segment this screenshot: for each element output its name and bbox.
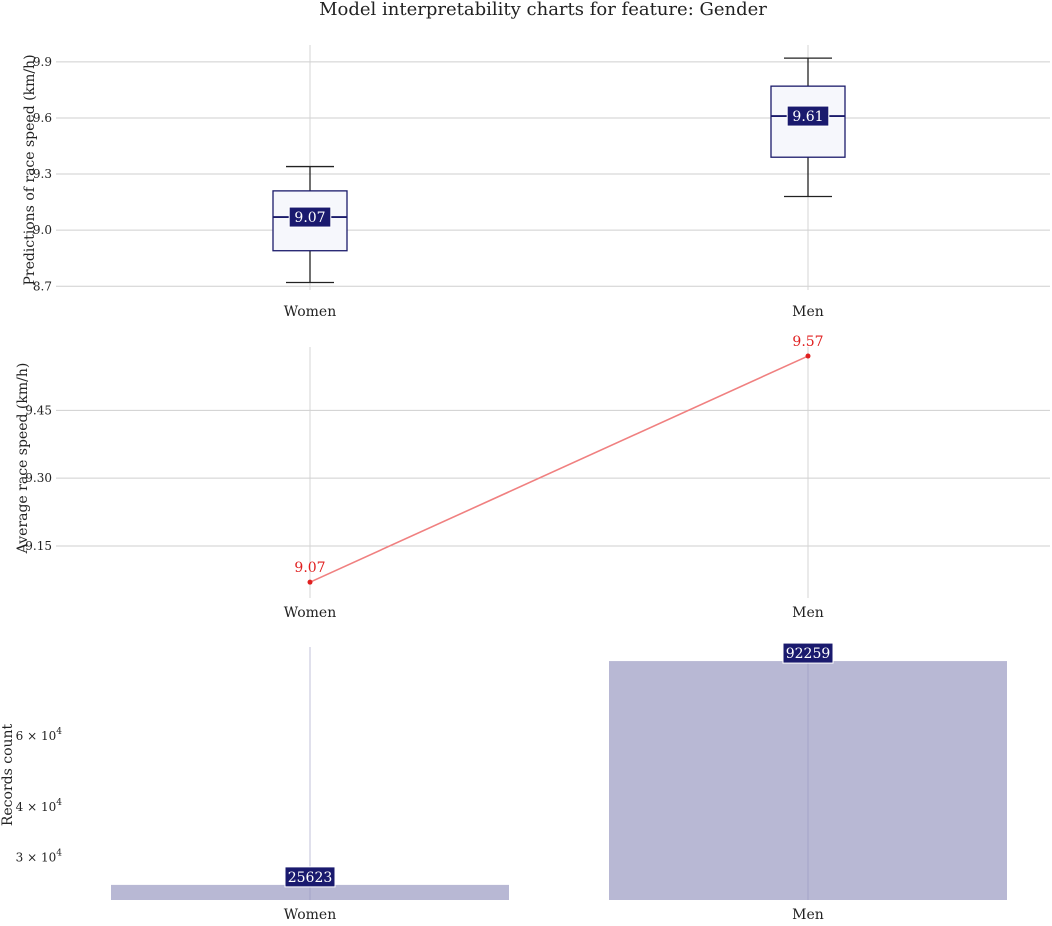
box-median-label-background <box>288 206 332 228</box>
average-speed-point <box>307 579 313 585</box>
bar-y-tick-label: 4 × 104 <box>16 798 63 814</box>
box-y-tick-label: 9.0 <box>33 223 52 237</box>
line-y-tick-label: 9.30 <box>25 471 52 485</box>
line-x-tick-label: Men <box>792 605 824 621</box>
box-x-tick-label: Men <box>792 304 824 320</box>
box-y-tick-label: 9.3 <box>33 167 52 181</box>
records-count-label: 92259 <box>786 646 831 662</box>
average-speed-line <box>309 355 809 583</box>
box-median-label: 9.61 <box>792 109 823 125</box>
average-speed-label: 9.57 <box>792 334 823 350</box>
bar-y-tick-exponent: 4 <box>56 848 62 858</box>
bar-y-tick-base: 4 × 10 <box>16 800 57 814</box>
average-speed-label: 9.07 <box>294 560 325 576</box>
bar-y-tick-label: 6 × 104 <box>16 727 63 743</box>
average-speed-point <box>805 353 811 359</box>
box-iqr <box>272 190 348 252</box>
line-x-tick-label: Women <box>284 605 336 621</box>
box-median-label-background <box>786 105 830 127</box>
records-count-label-background <box>782 642 834 664</box>
box-median-label: 9.07 <box>294 210 325 226</box>
box-y-axis-label: Predictions of race speed (km/h) <box>22 54 38 285</box>
records-count-label: 25623 <box>288 870 333 886</box>
bar-y-tick-base: 6 × 10 <box>16 729 57 743</box>
box-plot-panel: 8.7 9.0 9.3 9.6 9.9 Women Men 9.07 9.61 <box>33 45 1050 320</box>
records-count-label-background <box>284 866 336 888</box>
box-y-tick-label: 9.6 <box>33 111 52 125</box>
bar-x-tick-label: Men <box>792 907 824 921</box>
box-y-tick-label: 9.9 <box>33 55 52 69</box>
bar-y-tick-exponent: 4 <box>56 798 62 808</box>
line-y-axis-label: Average race speed (km/h) <box>15 363 31 555</box>
box-y-tick-label: 8.7 <box>33 279 52 293</box>
line-y-tick-label: 9.15 <box>25 539 52 553</box>
chart-title: Model interpretability charts for featur… <box>319 0 767 20</box>
line-plot-panel: 9.15 9.30 9.45 Women Men 9.07 9.57 <box>25 334 1050 621</box>
bar-y-tick-base: 3 × 10 <box>16 850 57 864</box>
box-x-tick-label: Women <box>284 304 336 320</box>
bar-y-tick-label: 3 × 104 <box>16 848 63 864</box>
line-y-tick-label: 9.45 <box>25 403 52 417</box>
bar-y-tick-exponent: 4 <box>56 727 62 737</box>
bar-y-axis-label: Records count <box>0 723 16 826</box>
bar-x-tick-label: Women <box>284 907 336 921</box>
